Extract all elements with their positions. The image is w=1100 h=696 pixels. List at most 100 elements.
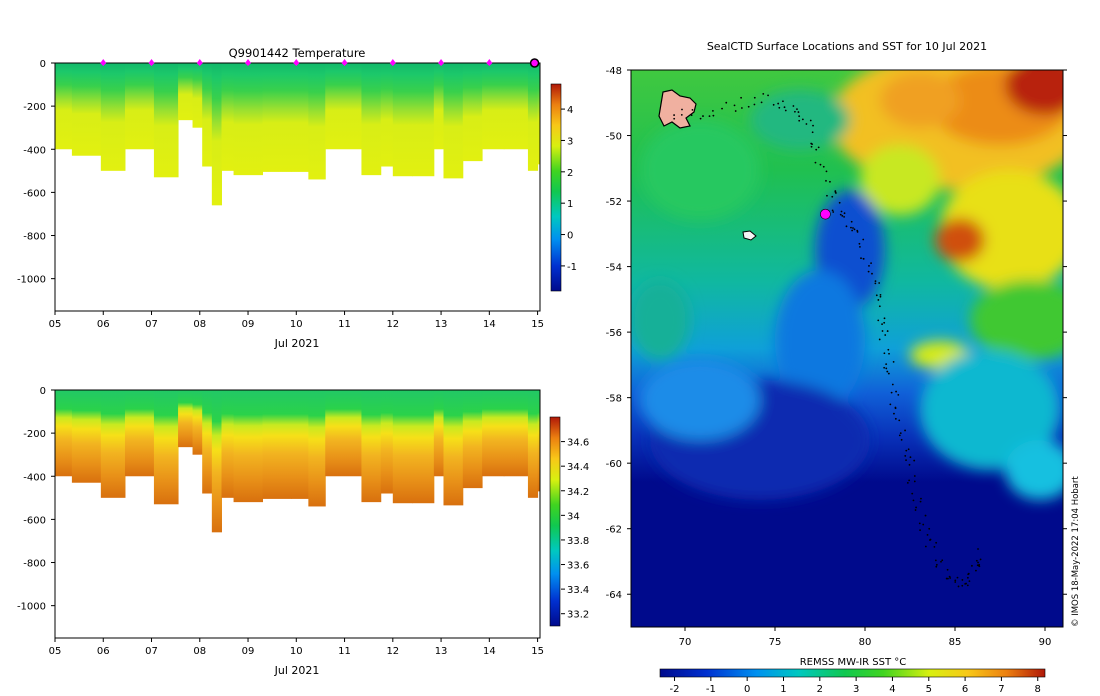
track-point (913, 459, 916, 462)
track-point (905, 459, 907, 461)
track-point (879, 293, 882, 296)
track-point (887, 348, 890, 351)
track-point (831, 209, 834, 212)
temperature-y-ticks: 0 -200 -400 -600 -800 -1000 (17, 59, 55, 286)
track-point (740, 96, 742, 99)
credit-text: © IMOS 18-May-2022 17:04 Hobart (1071, 476, 1081, 627)
colorbar-tick-label: 34.6 (567, 438, 589, 449)
sst-field (631, 70, 1063, 627)
lon-tick-label: 90 (1039, 637, 1052, 648)
track-point (798, 119, 801, 122)
profile-column (527, 63, 539, 171)
track-point (881, 330, 884, 332)
profile-column (55, 390, 73, 477)
salinity-profiles (55, 390, 541, 533)
track-point (909, 456, 912, 459)
profile-column (202, 63, 213, 167)
track-point (838, 201, 841, 204)
temperature-colorbar (550, 83, 562, 292)
track-point (839, 213, 842, 216)
track-point (935, 565, 938, 568)
track-point (784, 109, 787, 112)
track-point (918, 522, 921, 525)
track-point (796, 108, 798, 110)
track-point (822, 165, 825, 168)
track-point (814, 161, 817, 164)
profile-column (55, 63, 73, 150)
profile-column (462, 63, 483, 162)
profile-column (380, 390, 394, 494)
track-point (881, 323, 883, 326)
y-tick-label: -600 (23, 515, 46, 526)
track-point (867, 270, 870, 273)
track-point (895, 390, 897, 393)
track-point (898, 434, 901, 437)
track-point (946, 568, 949, 571)
y-tick-label: -400 (23, 145, 46, 156)
track-point (859, 245, 861, 248)
salinity-axes-frame (54, 389, 541, 639)
track-point (928, 527, 931, 530)
y-tick-label: -200 (23, 102, 46, 113)
track-point (961, 579, 964, 581)
track-point (708, 115, 711, 118)
salinity-section-panel: 0 -200 -400 -600 -800 -1000 05 06 07 08 09 10 11 12 1… (17, 386, 589, 677)
profile-column (211, 63, 222, 206)
track-point (772, 103, 775, 106)
profile-column (412, 63, 435, 177)
profile-column (462, 390, 483, 489)
track-point (817, 146, 820, 149)
colorbar-tick-label: 4 (567, 105, 573, 116)
track-point (919, 500, 922, 503)
lat-tick-label: -50 (606, 132, 622, 143)
track-point (850, 226, 852, 229)
track-point (734, 110, 737, 112)
y-tick-label: -800 (23, 559, 46, 570)
profile-marker (389, 59, 396, 66)
track-point (810, 145, 813, 148)
track-point (922, 523, 925, 526)
track-point (840, 210, 843, 213)
track-point (949, 577, 952, 579)
colorbar-tick-label: 34 (567, 511, 580, 522)
current-profile-marker (529, 58, 540, 68)
profile-column (325, 390, 362, 477)
kerguelen-island (658, 89, 697, 129)
track-point (964, 582, 967, 585)
track-point (926, 534, 929, 536)
profile-column (308, 390, 326, 507)
track-point (966, 576, 969, 579)
x-tick-label: 15 (531, 646, 544, 657)
track-point (721, 107, 723, 110)
profile-column (503, 390, 529, 477)
track-point (933, 545, 936, 548)
track-point (725, 101, 728, 104)
track-point (911, 492, 914, 495)
profile-column (262, 390, 292, 499)
track-point (819, 163, 822, 166)
track-point (874, 282, 877, 285)
track-point (858, 242, 861, 245)
x-tick-label: 09 (242, 646, 255, 657)
profile-column (392, 390, 413, 504)
track-point (782, 100, 784, 103)
track-point (747, 105, 750, 108)
y-tick-label: -200 (23, 429, 46, 440)
x-tick-label: 12 (386, 646, 399, 657)
x-tick-label: 14 (483, 646, 496, 657)
track-point (929, 538, 932, 541)
salinity-y-ticks: 0 -200 -400 -600 -800 -1000 (17, 386, 55, 613)
track-point (893, 412, 895, 415)
lat-tick-label: -48 (606, 66, 622, 77)
x-tick-label: 08 (193, 646, 206, 657)
profile-column (433, 390, 444, 477)
y-tick-label: 0 (40, 386, 46, 397)
track-point (853, 228, 856, 231)
profile-column (443, 63, 464, 179)
colorbar-tick-label: -1 (567, 262, 577, 273)
x-tick-label: 13 (435, 646, 448, 657)
profile-column (233, 390, 264, 503)
track-point (851, 229, 854, 232)
profile-column (392, 63, 413, 177)
